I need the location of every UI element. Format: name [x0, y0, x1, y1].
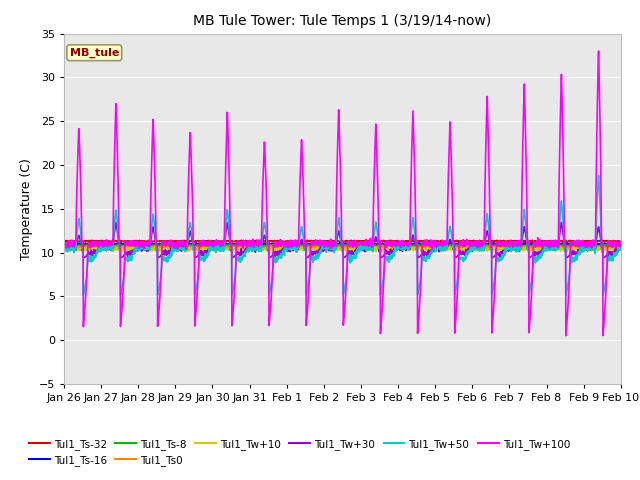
Tul1_Ts0 [216, 245, 223, 251]
Tul1_Ts-8 [216, 243, 223, 249]
Line: Tul1_Tw+100: Tul1_Tw+100 [64, 51, 621, 336]
Tul1_Tw+50 [371, 228, 378, 234]
Tul1_Ts0 [505, 245, 513, 251]
Tul1_Tw+10 [216, 248, 223, 254]
Tul1_Ts0 [60, 245, 68, 251]
Tul1_Tw+30 [568, 251, 576, 257]
Tul1_Ts-16 [471, 242, 479, 248]
Line: Tul1_Ts0: Tul1_Ts0 [64, 245, 621, 250]
Line: Tul1_Ts-32: Tul1_Ts-32 [64, 240, 621, 242]
Tul1_Tw+100 [216, 240, 223, 246]
Tul1_Tw+10 [568, 246, 575, 252]
Tul1_Tw+10 [97, 249, 104, 254]
Tul1_Ts-16 [568, 241, 576, 247]
Tul1_Tw+100 [568, 241, 575, 247]
Tul1_Tw+10 [617, 247, 625, 252]
Tul1_Tw+50 [568, 254, 575, 260]
Text: MB_tule: MB_tule [70, 48, 119, 58]
Tul1_Tw+30 [358, 245, 366, 251]
Tul1_Ts-8 [212, 241, 220, 247]
Line: Tul1_Ts-16: Tul1_Ts-16 [64, 242, 621, 245]
Tul1_Ts-16 [307, 240, 315, 245]
Tul1_Tw+30 [617, 245, 625, 251]
Tul1_Ts-32 [584, 238, 591, 244]
Tul1_Ts-8 [60, 242, 68, 248]
Tul1_Ts-32 [216, 239, 223, 244]
Line: Tul1_Ts-8: Tul1_Ts-8 [64, 244, 621, 247]
Tul1_Tw+30 [504, 245, 512, 251]
Tul1_Tw+10 [584, 246, 591, 252]
Tul1_Tw+30 [562, 255, 570, 261]
Tul1_Ts0 [267, 242, 275, 248]
Tul1_Tw+50 [617, 244, 625, 250]
Tul1_Ts-16 [60, 241, 68, 247]
Tul1_Tw+10 [359, 247, 367, 253]
Tul1_Ts-16 [617, 241, 625, 247]
Tul1_Ts-8 [359, 243, 367, 249]
Legend: Tul1_Ts-32, Tul1_Ts-16, Tul1_Ts-8, Tul1_Ts0, Tul1_Tw+10, Tul1_Tw+30, Tul1_Tw+50,: Tul1_Ts-32, Tul1_Ts-16, Tul1_Ts-8, Tul1_… [25, 435, 574, 470]
Tul1_Ts-32 [371, 239, 379, 245]
Tul1_Ts-8 [371, 243, 379, 249]
Tul1_Ts-32 [332, 237, 340, 243]
Tul1_Tw+50 [504, 242, 512, 248]
Tul1_Ts-8 [568, 241, 576, 247]
Tul1_Tw+30 [557, 219, 565, 225]
Tul1_Ts-8 [99, 244, 106, 250]
Tul1_Tw+30 [60, 247, 68, 253]
Line: Tul1_Tw+30: Tul1_Tw+30 [64, 222, 621, 258]
Tul1_Tw+50 [584, 244, 591, 250]
Tul1_Tw+10 [504, 245, 512, 251]
Tul1_Ts-8 [505, 242, 513, 248]
Tul1_Tw+50 [595, 172, 602, 178]
Y-axis label: Temperature (C): Temperature (C) [20, 158, 33, 260]
Tul1_Ts-16 [371, 241, 379, 247]
Tul1_Ts-16 [505, 241, 513, 247]
Tul1_Tw+50 [358, 246, 366, 252]
Tul1_Tw+10 [60, 247, 68, 252]
Tul1_Ts0 [568, 244, 576, 250]
Tul1_Ts-8 [617, 242, 625, 248]
Tul1_Tw+100 [60, 243, 68, 249]
Line: Tul1_Tw+50: Tul1_Tw+50 [64, 175, 621, 295]
Tul1_Ts-32 [359, 238, 367, 243]
Tul1_Tw+100 [504, 240, 512, 246]
Tul1_Tw+30 [216, 246, 223, 252]
Tul1_Ts-32 [60, 238, 68, 243]
Tul1_Ts0 [617, 244, 625, 250]
Line: Tul1_Tw+10: Tul1_Tw+10 [64, 246, 621, 252]
Tul1_Tw+100 [562, 333, 570, 338]
Tul1_Tw+100 [358, 240, 366, 246]
Tul1_Ts-8 [584, 243, 591, 249]
Tul1_Ts0 [306, 247, 314, 252]
Tul1_Ts-32 [617, 239, 625, 245]
Tul1_Tw+100 [595, 48, 602, 54]
Tul1_Tw+10 [371, 247, 379, 253]
Tul1_Ts0 [359, 244, 367, 250]
Tul1_Ts-32 [580, 240, 588, 245]
Tul1_Ts-16 [216, 241, 223, 247]
Tul1_Tw+30 [371, 238, 378, 243]
Tul1_Tw+100 [584, 242, 591, 248]
Tul1_Tw+100 [371, 161, 378, 167]
Tul1_Tw+50 [216, 245, 223, 251]
Tul1_Ts-32 [504, 239, 512, 244]
Tul1_Ts0 [584, 245, 591, 251]
Tul1_Ts-16 [359, 241, 367, 247]
Tul1_Tw+10 [609, 243, 616, 249]
Tul1_Tw+50 [562, 292, 570, 298]
Title: MB Tule Tower: Tule Temps 1 (3/19/14-now): MB Tule Tower: Tule Temps 1 (3/19/14-now… [193, 14, 492, 28]
Tul1_Ts0 [371, 244, 379, 250]
Tul1_Tw+50 [60, 250, 68, 255]
Tul1_Ts-16 [584, 241, 591, 247]
Tul1_Ts-32 [568, 239, 575, 244]
Tul1_Tw+100 [617, 239, 625, 244]
Tul1_Tw+30 [584, 248, 591, 254]
